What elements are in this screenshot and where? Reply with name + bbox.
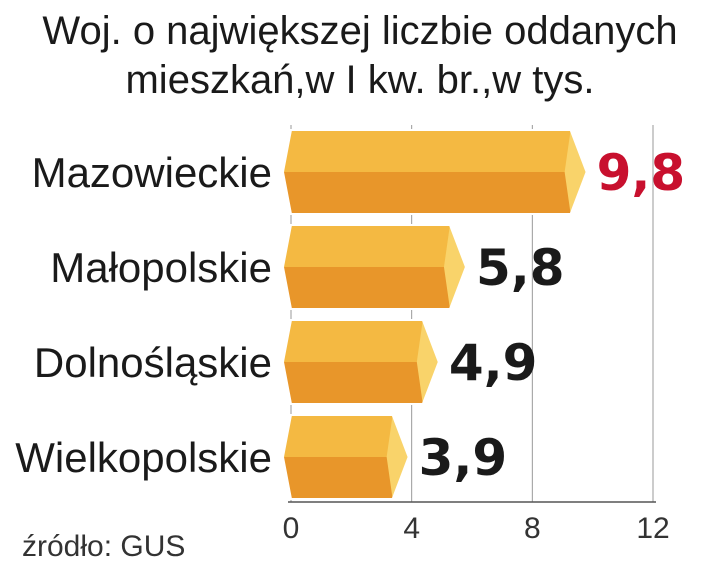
x-tick-label: 12	[636, 512, 669, 545]
x-tick-label: 8	[524, 512, 541, 545]
bar-top-face	[283, 320, 439, 362]
bar	[281, 319, 440, 405]
bar-bottom-face	[283, 362, 439, 404]
category-label: Dolnośląskie	[34, 339, 272, 386]
bar-outline	[281, 319, 440, 405]
bar	[281, 414, 410, 500]
category-label: Małopolskie	[50, 244, 272, 291]
bar	[281, 129, 588, 215]
value-label: 9,8	[597, 144, 686, 202]
bar-end-cap	[564, 130, 587, 214]
bar-bottom-face	[283, 172, 587, 214]
bar-bottom-face	[283, 457, 409, 499]
bar-end-cap	[386, 415, 409, 499]
value-label: 4,9	[449, 334, 538, 392]
value-label: 3,9	[419, 429, 508, 487]
category-labels: Mazowieckie Małopolskie Dolnośląskie Wielko…	[15, 149, 272, 481]
bar-top-face	[283, 225, 466, 267]
bar	[281, 224, 468, 310]
bar-outline	[281, 414, 410, 500]
bar-top-face	[283, 130, 587, 172]
bar-end-cap	[416, 320, 439, 404]
chart-title: Woj. o największej liczbie oddanych mies…	[42, 9, 677, 102]
category-label: Mazowieckie	[32, 149, 272, 196]
bar-outline	[281, 129, 588, 215]
bar-top-face	[283, 415, 409, 457]
bar-bottom-face	[283, 267, 466, 309]
x-tick-label: 4	[403, 512, 420, 545]
value-labels: 9,8 5,8 4,9 3,9	[419, 144, 686, 487]
chart-title-line-1: Woj. o największej liczbie oddanych	[42, 9, 677, 53]
bar-outline	[281, 224, 468, 310]
bar-end-cap	[443, 225, 466, 309]
chart-title-line-2: mieszkań,w I kw. br.,w tys.	[125, 58, 594, 102]
x-tick-label: 0	[283, 512, 300, 545]
category-label: Wielkopolskie	[15, 434, 272, 481]
value-label: 5,8	[476, 239, 565, 297]
source-note: źródło: GUS	[22, 530, 185, 563]
x-axis-ticks: 0 4 8 12	[283, 512, 670, 545]
bars	[281, 129, 588, 500]
